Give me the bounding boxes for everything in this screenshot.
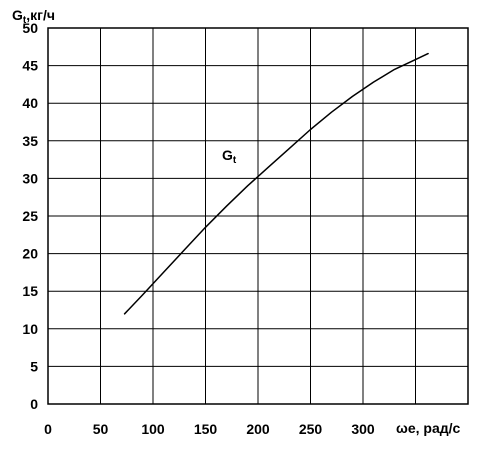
y-tick-label: 35 xyxy=(22,133,38,149)
y-tick-label: 20 xyxy=(22,246,38,262)
y-axis-label-sub: t xyxy=(23,15,27,26)
plot-border xyxy=(47,27,469,405)
series-label-sub: t xyxy=(233,155,237,166)
x-tick-label: 250 xyxy=(299,421,323,437)
x-axis-label: ωe, рад/с xyxy=(396,420,461,436)
y-tick-label: 0 xyxy=(30,396,38,412)
y-axis-label: Gt,кг/ч xyxy=(12,7,55,26)
x-tick-label: 200 xyxy=(246,421,270,437)
y-axis-label-main: G xyxy=(12,7,23,23)
series-layer xyxy=(123,52,429,315)
x-tick-label: 150 xyxy=(194,421,218,437)
y-tick-label: 5 xyxy=(30,358,38,374)
y-tick-label: 25 xyxy=(22,208,38,224)
tick-labels: 0 5 10 15 20 25 30 35 40 45 50 0 50 100 150 200 250 300 xyxy=(22,20,374,437)
y-tick-label: 45 xyxy=(22,58,38,74)
y-tick-label: 15 xyxy=(22,283,38,299)
x-tick-label: 300 xyxy=(351,421,375,437)
y-tick-label: 10 xyxy=(22,321,38,337)
y-axis-label-rest: ,кг/ч xyxy=(26,7,55,23)
y-tick-label: 50 xyxy=(22,20,38,36)
series-line-gt xyxy=(123,52,429,315)
x-tick-label: 100 xyxy=(141,421,165,437)
y-tick-label: 40 xyxy=(22,95,38,111)
series-label-gt: Gt xyxy=(222,147,237,166)
grid xyxy=(47,27,469,405)
y-tick-label: 30 xyxy=(22,170,38,186)
plot-frame xyxy=(47,27,469,405)
series-label-main: G xyxy=(222,147,233,163)
x-tick-label: 0 xyxy=(44,421,52,437)
x-tick-label: 50 xyxy=(93,421,109,437)
